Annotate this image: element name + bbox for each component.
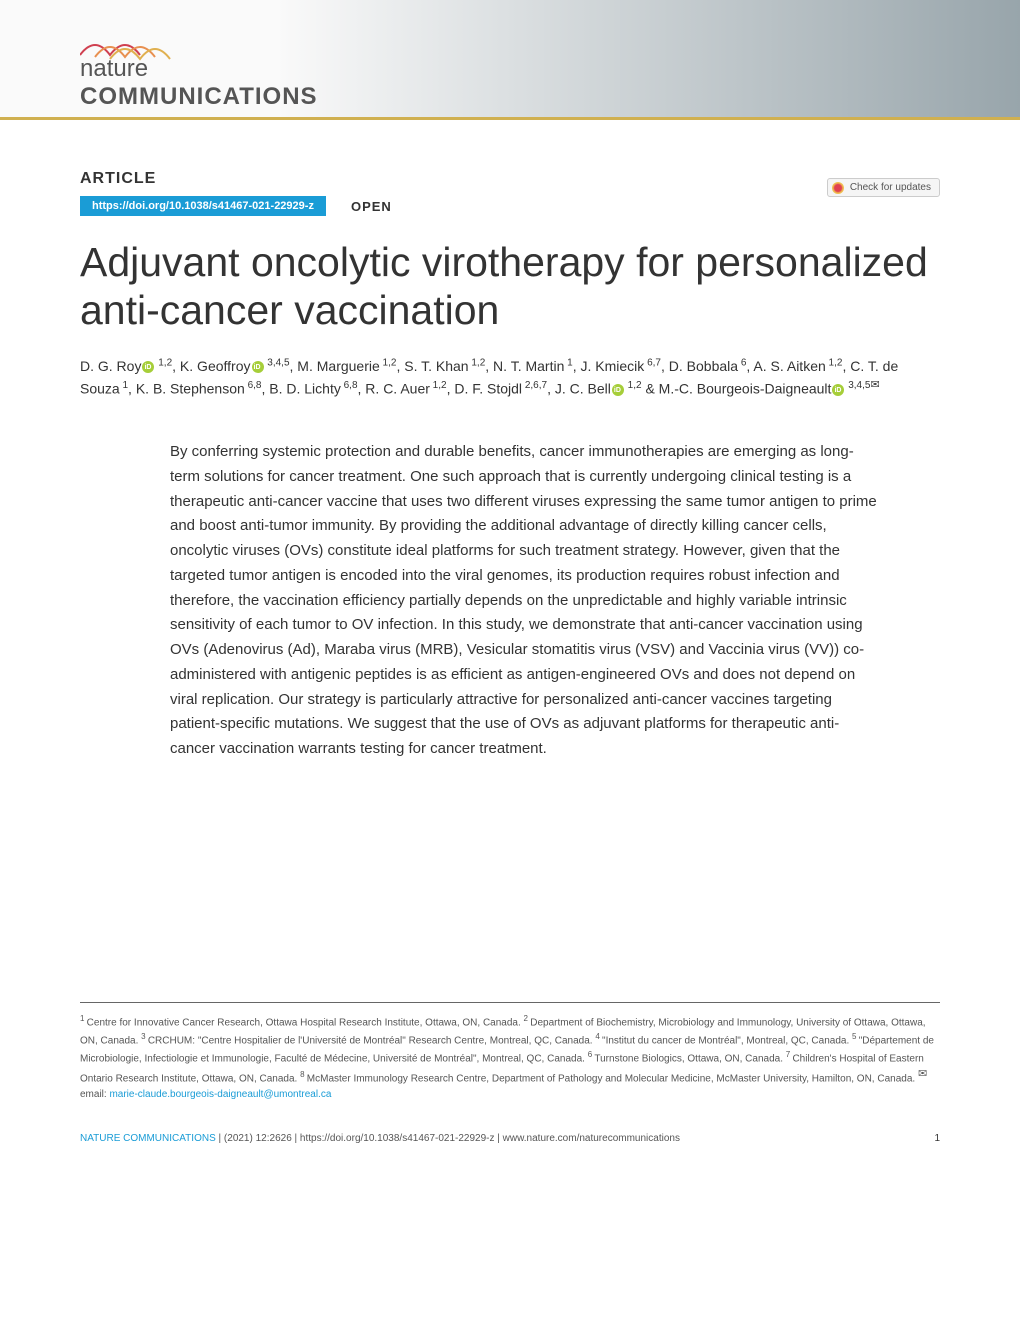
journal-name-line2: COMMUNICATIONS <box>80 83 318 110</box>
page-number: 1 <box>934 1133 940 1144</box>
doi-bar: https://doi.org/10.1038/s41467-021-22929… <box>80 196 940 216</box>
journal-header: nature COMMUNICATIONS <box>0 0 1020 120</box>
affiliations: 1 Centre for Innovative Cancer Research,… <box>80 1002 940 1123</box>
footer-left: NATURE COMMUNICATIONS | (2021) 12:2626 |… <box>80 1133 680 1144</box>
orcid-icon[interactable] <box>832 384 844 396</box>
footer-journal: NATURE COMMUNICATIONS <box>80 1133 216 1144</box>
journal-logo-waves <box>80 30 210 60</box>
orcid-icon[interactable] <box>612 384 624 396</box>
open-access-label: OPEN <box>351 199 392 214</box>
page-footer: NATURE COMMUNICATIONS | (2021) 12:2626 |… <box>80 1123 940 1144</box>
check-updates-button[interactable]: Check for updates <box>827 178 940 197</box>
orcid-icon[interactable] <box>252 361 264 373</box>
check-updates-label: Check for updates <box>850 182 931 193</box>
article-type-label: ARTICLE <box>80 170 940 188</box>
author-list: D. G. Roy 1,2, K. Geoffroy 3,4,5, M. Mar… <box>80 355 940 400</box>
abstract: By conferring systemic protection and du… <box>80 440 940 762</box>
orcid-icon[interactable] <box>142 361 154 373</box>
footer-citation: (2021) 12:2626 | https://doi.org/10.1038… <box>224 1133 680 1144</box>
journal-name: nature COMMUNICATIONS <box>80 55 1020 111</box>
doi-link[interactable]: https://doi.org/10.1038/s41467-021-22929… <box>80 196 326 216</box>
article-content: ARTICLE https://doi.org/10.1038/s41467-0… <box>0 120 1020 1144</box>
corresponding-email[interactable]: marie-claude.bourgeois-daigneault@umontr… <box>109 1089 331 1100</box>
article-title: Adjuvant oncolytic virotherapy for perso… <box>80 238 940 335</box>
